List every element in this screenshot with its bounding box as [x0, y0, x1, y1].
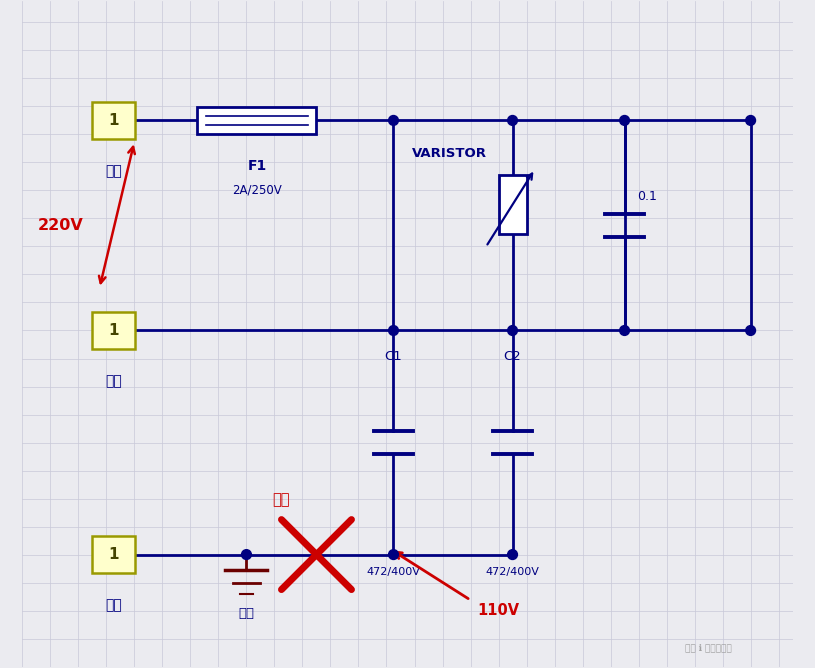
Text: 472/400V: 472/400V	[486, 567, 540, 577]
Circle shape	[619, 325, 629, 335]
Circle shape	[508, 550, 518, 560]
Text: 1: 1	[108, 547, 119, 562]
Circle shape	[746, 325, 756, 335]
Text: 头条 ℹ 电路玩法学: 头条 ℹ 电路玩法学	[685, 645, 732, 653]
Circle shape	[619, 116, 629, 126]
Text: 1: 1	[108, 323, 119, 338]
Circle shape	[389, 550, 399, 560]
Bar	[92, 536, 135, 572]
Text: 110V: 110V	[478, 603, 520, 618]
Text: 0.1: 0.1	[637, 190, 657, 202]
Circle shape	[508, 116, 518, 126]
Bar	[92, 102, 135, 139]
Text: 大地: 大地	[239, 607, 254, 620]
Text: 2A/250V: 2A/250V	[232, 184, 282, 196]
Text: 零线: 零线	[105, 374, 121, 388]
Circle shape	[508, 325, 518, 335]
Circle shape	[241, 550, 251, 560]
Circle shape	[389, 325, 399, 335]
Text: 220V: 220V	[38, 218, 84, 233]
Text: 断开: 断开	[273, 492, 290, 508]
Text: C2: C2	[504, 350, 522, 363]
Text: 大地: 大地	[105, 598, 121, 612]
Circle shape	[389, 116, 399, 126]
Circle shape	[746, 116, 756, 126]
Text: 火线: 火线	[105, 164, 121, 178]
Bar	[92, 313, 135, 349]
Text: F1: F1	[247, 159, 267, 173]
Text: VARISTOR: VARISTOR	[412, 147, 487, 160]
Text: 1: 1	[108, 113, 119, 128]
Bar	[197, 107, 316, 134]
Text: C1: C1	[385, 350, 403, 363]
Text: 472/400V: 472/400V	[367, 567, 421, 577]
Bar	[499, 175, 526, 234]
